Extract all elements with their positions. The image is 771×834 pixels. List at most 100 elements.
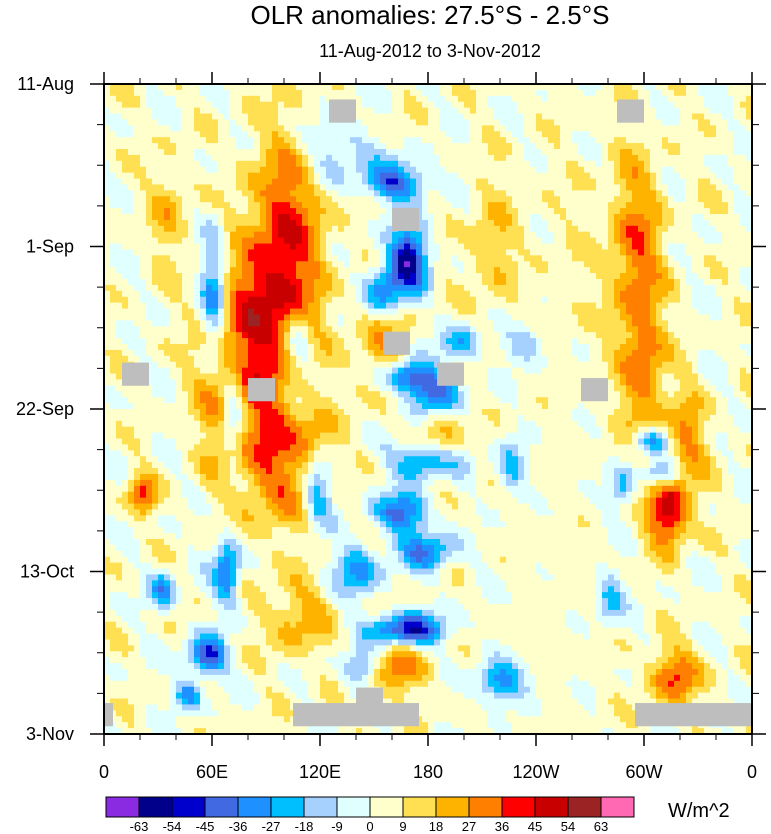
anomaly-cell — [374, 225, 381, 233]
anomaly-cell — [482, 249, 489, 256]
anomaly-cell — [206, 214, 213, 221]
chart-subtitle: 11-Aug-2012 to 3-Nov-2012 — [319, 41, 541, 61]
anomaly-cell — [482, 255, 489, 262]
anomaly-cell — [128, 255, 135, 262]
anomaly-cell — [476, 84, 483, 91]
anomaly-cell — [236, 314, 243, 321]
anomaly-cell — [440, 243, 447, 251]
anomaly-cell — [518, 178, 525, 186]
anomaly-cell — [236, 154, 243, 162]
anomaly-cell — [746, 308, 752, 316]
anomaly-cell — [254, 308, 261, 316]
anomaly-cell — [692, 154, 699, 162]
anomaly-cell — [662, 219, 669, 227]
anomaly-cell — [254, 326, 261, 333]
anomaly-cell — [464, 237, 471, 245]
anomaly-cell — [746, 219, 752, 227]
anomaly-cell — [470, 349, 477, 357]
anomaly-cell — [734, 320, 741, 327]
anomaly-cell — [128, 143, 135, 150]
anomaly-cell — [626, 332, 633, 339]
anomaly-cell — [140, 273, 147, 280]
anomaly-cell — [500, 125, 507, 132]
anomaly-cell — [404, 237, 411, 245]
anomaly-cell — [728, 302, 735, 310]
anomaly-cell — [482, 125, 489, 132]
anomaly-cell — [740, 219, 747, 227]
anomaly-cell — [104, 290, 111, 298]
anomaly-cell — [326, 225, 333, 233]
anomaly-cell — [428, 249, 435, 256]
anomaly-cell — [104, 95, 111, 103]
anomaly-cell — [110, 302, 117, 310]
anomaly-cell — [398, 237, 405, 245]
anomaly-cell — [272, 202, 279, 209]
anomaly-cell — [734, 172, 741, 180]
anomaly-cell — [134, 355, 141, 363]
anomaly-cell — [236, 89, 243, 97]
anomaly-cell — [668, 160, 675, 168]
anomaly-cell — [464, 172, 471, 180]
anomaly-cell — [260, 344, 267, 351]
anomaly-cell — [728, 208, 735, 215]
anomaly-cell — [146, 101, 153, 109]
anomaly-cell — [734, 296, 741, 304]
anomaly-cell — [416, 214, 423, 221]
anomaly-cell — [212, 178, 219, 186]
anomaly-cell — [620, 149, 627, 156]
anomaly-cell — [644, 290, 651, 298]
anomaly-cell — [404, 302, 411, 310]
anomaly-cell — [512, 243, 519, 251]
anomaly-cell — [584, 84, 591, 91]
anomaly-cell — [308, 95, 315, 103]
anomaly-cell — [194, 84, 201, 91]
anomaly-cell — [122, 190, 129, 197]
anomaly-cell — [620, 89, 627, 97]
anomaly-cell — [284, 231, 291, 239]
anomaly-cell — [416, 196, 423, 203]
anomaly-cell — [740, 308, 747, 316]
anomaly-cell — [128, 279, 135, 286]
anomaly-cell — [404, 113, 411, 121]
anomaly-cell — [476, 160, 483, 168]
anomaly-cell — [608, 84, 615, 91]
anomaly-cell — [104, 166, 111, 174]
anomaly-cell — [590, 154, 597, 162]
anomaly-cell — [584, 214, 591, 221]
anomaly-cell — [470, 101, 477, 109]
anomaly-cell — [698, 279, 705, 286]
anomaly-cell — [248, 249, 255, 256]
anomaly-cell — [212, 219, 219, 227]
anomaly-cell — [452, 296, 459, 304]
anomaly-cell — [560, 284, 567, 292]
anomaly-cell — [236, 273, 243, 280]
anomaly-cell — [674, 237, 681, 245]
anomaly-cell — [548, 101, 555, 109]
anomaly-cell — [686, 113, 693, 121]
anomaly-cell — [158, 219, 165, 227]
anomaly-cell — [734, 95, 741, 103]
anomaly-cell — [272, 273, 279, 280]
anomaly-cell — [206, 172, 213, 180]
anomaly-cell — [230, 95, 237, 103]
anomaly-cell — [572, 149, 579, 156]
anomaly-cell — [314, 143, 321, 150]
anomaly-cell — [650, 249, 657, 256]
anomaly-cell — [578, 284, 585, 292]
anomaly-cell — [518, 172, 525, 180]
anomaly-cell — [206, 255, 213, 262]
anomaly-cell — [290, 326, 297, 333]
anomaly-cell — [158, 95, 165, 103]
anomaly-cell — [308, 308, 315, 316]
anomaly-cell — [716, 119, 723, 126]
anomaly-cell — [260, 131, 267, 138]
anomaly-cell — [260, 284, 267, 292]
anomaly-cell — [602, 166, 609, 174]
anomaly-cell — [680, 338, 687, 345]
anomaly-cell — [500, 308, 507, 316]
anomaly-cell — [524, 190, 531, 197]
anomaly-cell — [176, 349, 183, 357]
anomaly-cell — [692, 302, 699, 310]
anomaly-cell — [194, 107, 201, 115]
anomaly-cell — [236, 279, 243, 286]
